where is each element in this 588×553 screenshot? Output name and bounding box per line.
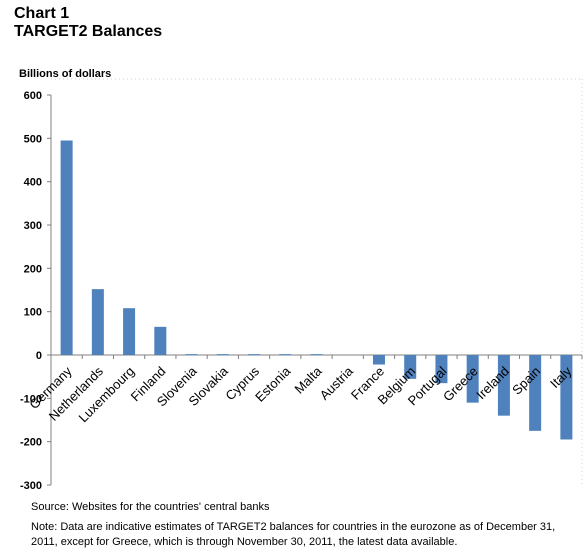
bar-estonia xyxy=(279,354,292,356)
bar-ireland xyxy=(497,355,510,416)
chart-header: Chart 1 TARGET2 Balances xyxy=(14,5,162,41)
bar-cyprus xyxy=(248,354,261,356)
y-tick-label: 100 xyxy=(24,307,42,319)
bar-germany xyxy=(60,140,73,355)
bar-belgium xyxy=(404,355,417,379)
bar-greece xyxy=(466,355,479,403)
y-tick-label: 600 xyxy=(24,90,42,102)
bar-france xyxy=(372,355,385,365)
y-tick-label: 0 xyxy=(36,350,42,362)
y-tick-label: 200 xyxy=(24,263,42,275)
bar-luxembourg xyxy=(123,308,136,355)
y-tick-label: -300 xyxy=(20,480,42,492)
bar-italy xyxy=(560,355,573,440)
bar-malta xyxy=(310,354,323,356)
bar-slovakia xyxy=(216,354,229,356)
y-tick-label: 300 xyxy=(24,220,42,232)
source-note: Source: Websites for the countries' cent… xyxy=(31,501,270,513)
bar-portugal xyxy=(435,355,448,384)
data-note: Note: Data are indicative estimates of T… xyxy=(31,521,556,548)
y-tick-label: -100 xyxy=(20,393,42,405)
x-tick-label-estonia: Estonia xyxy=(252,363,294,405)
y-tick-label: -200 xyxy=(20,437,42,449)
bar-netherlands xyxy=(91,289,104,355)
bar-spain xyxy=(529,355,542,431)
y-axis-label: Billions of dollars xyxy=(19,68,111,80)
bar-finland xyxy=(154,326,167,355)
chart-title: TARGET2 Balances xyxy=(14,23,163,40)
y-tick-label: 500 xyxy=(24,133,42,145)
y-tick-label: 400 xyxy=(24,177,42,189)
x-tick-label-austria: Austria xyxy=(317,363,357,403)
chart-number: Chart 1 xyxy=(14,5,70,22)
bar-slovenia xyxy=(185,354,198,356)
